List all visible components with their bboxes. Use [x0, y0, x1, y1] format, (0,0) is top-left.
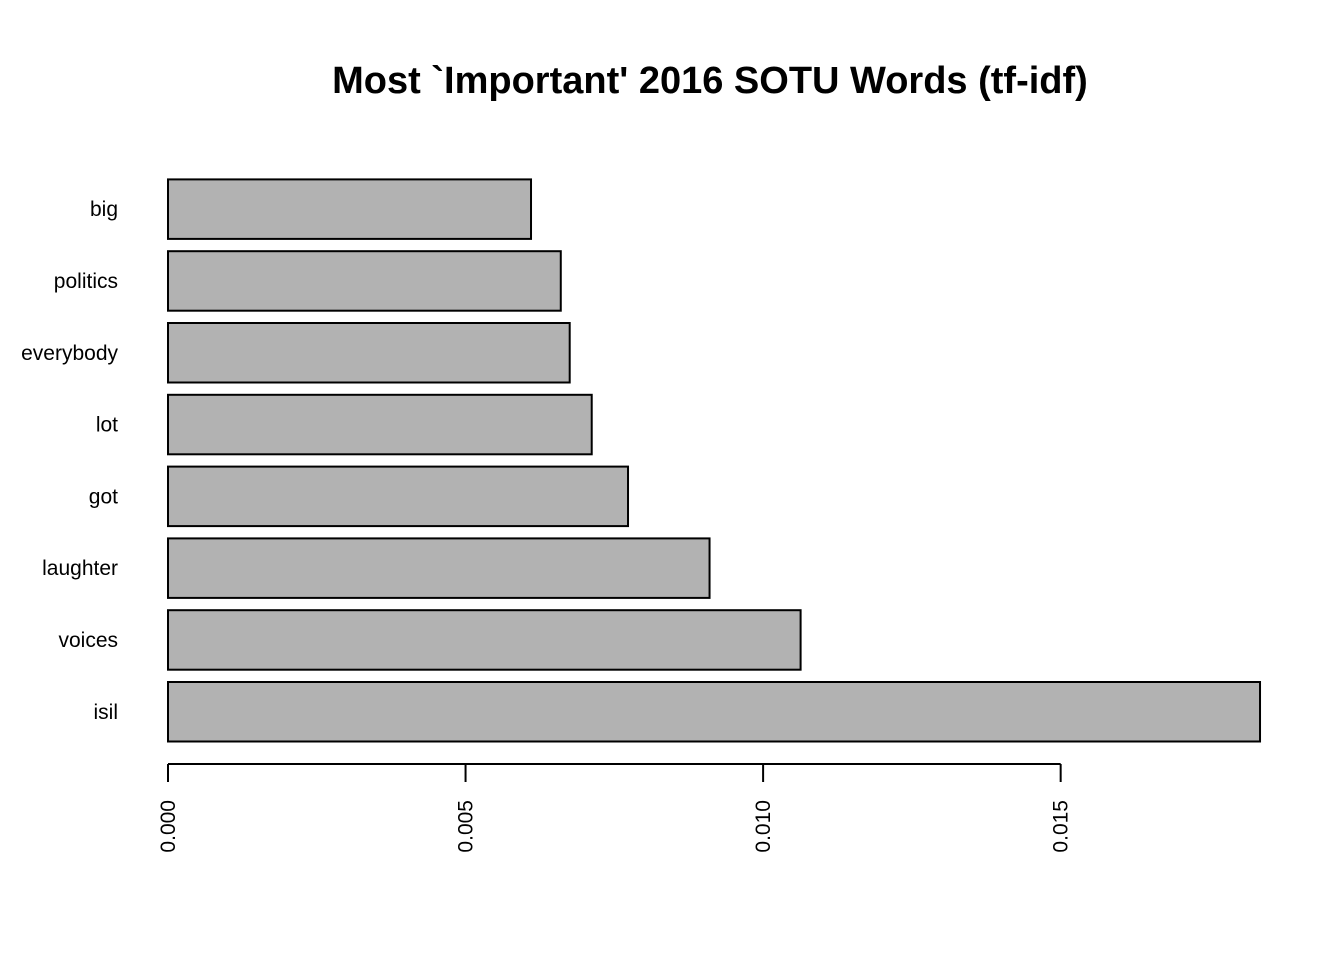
category-label-lot: lot — [96, 414, 118, 437]
category-label-politics: politics — [54, 270, 118, 293]
bar-got — [167, 465, 630, 528]
bar-voices — [167, 609, 802, 671]
x-axis: 0.000 0.005 0.010 0.015 — [157, 763, 1073, 853]
x-tick-label-1: 0.005 — [455, 800, 478, 853]
category-label-big: big — [90, 198, 118, 221]
chart-title: Most `Important' 2016 SOTU Words (tf-idf… — [332, 60, 1088, 102]
bar-isil — [167, 681, 1262, 743]
bar-politics — [167, 250, 562, 312]
category-label-voices: voices — [58, 629, 118, 652]
x-tick-label-2: 0.010 — [752, 800, 775, 853]
bar-lot — [167, 393, 593, 456]
category-labels: isil voices laughter got lot everybody politic… — [21, 198, 118, 724]
category-label-laughter: laughter — [42, 557, 118, 580]
bar-everybody — [167, 322, 571, 384]
bar-big — [167, 178, 533, 240]
x-tick-label-0: 0.000 — [157, 800, 180, 853]
x-tick-label-3: 0.015 — [1050, 800, 1073, 853]
category-label-everybody: everybody — [21, 342, 118, 365]
category-label-isil: isil — [94, 701, 119, 724]
bars-group — [167, 178, 1262, 743]
bar-laughter — [167, 537, 711, 599]
category-label-got: got — [89, 485, 118, 508]
